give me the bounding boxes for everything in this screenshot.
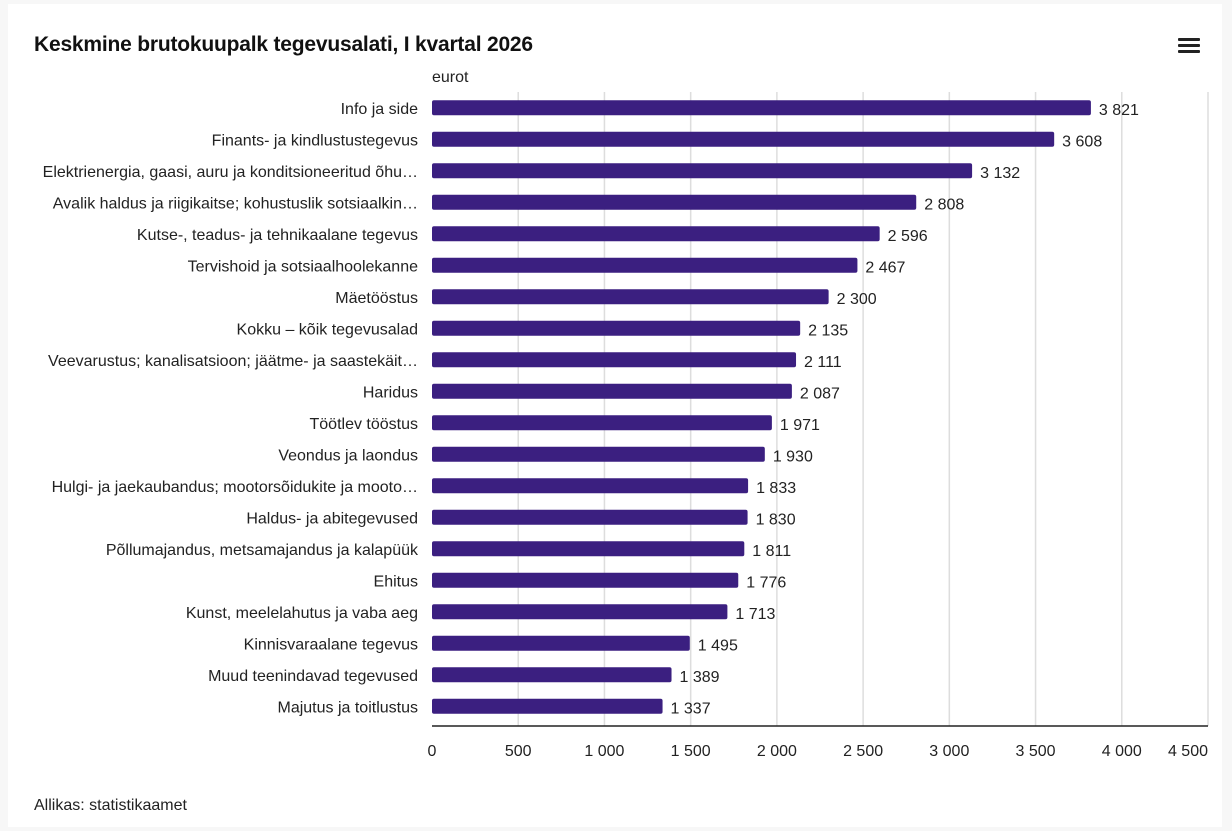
data-label: 1 930	[773, 448, 813, 465]
category-label: Kunst, meelelahutus ja vaba aeg	[186, 605, 418, 622]
category-label: Elektrienergia, gaasi, auru ja konditsio…	[43, 164, 418, 181]
bar	[432, 163, 973, 179]
axis-unit-label: eurot	[432, 69, 469, 86]
chart-title: Keskmine brutokuupalk tegevusalati, I kv…	[34, 33, 533, 56]
x-tick-label: 4 500	[1168, 743, 1208, 760]
category-label: Töötlev tööstus	[310, 416, 419, 433]
bar	[432, 226, 880, 242]
data-label: 1 337	[671, 700, 711, 717]
data-label: 1 713	[735, 606, 775, 623]
bar	[432, 635, 690, 651]
data-label: 1 776	[746, 574, 786, 591]
data-label: 2 300	[837, 291, 877, 308]
bar	[432, 604, 728, 620]
category-label: Haridus	[363, 384, 418, 401]
data-label: 2 808	[924, 196, 964, 213]
bar	[432, 698, 663, 714]
category-label: Kutse-, teadus- ja tehnikaalane tegevus	[137, 227, 418, 244]
bar	[432, 289, 829, 305]
bar	[432, 131, 1055, 147]
bar	[432, 320, 801, 336]
data-label: 2 135	[808, 322, 848, 339]
category-label: Tervishoid ja sotsiaalhoolekanne	[188, 258, 418, 275]
x-tick-label: 4 000	[1102, 743, 1142, 760]
x-tick-label: 1 500	[671, 743, 711, 760]
bar	[432, 257, 858, 273]
category-label: Haldus- ja abitegevused	[246, 510, 418, 527]
data-label: 2 087	[800, 385, 840, 402]
category-label: Mäetööstus	[335, 290, 418, 307]
category-label: Finants- ja kindlustustegevus	[212, 132, 418, 149]
category-label: Põllumajandus, metsamajandus ja kalapüük	[106, 542, 419, 559]
bar	[432, 541, 745, 557]
bar	[432, 383, 792, 399]
x-tick-label: 0	[428, 743, 437, 760]
category-label: Hulgi- ja jaekaubandus; mootorsõidukite …	[52, 479, 418, 496]
bar	[432, 478, 749, 494]
bar	[432, 415, 772, 431]
data-label: 2 467	[865, 259, 905, 276]
category-label: Kinnisvaraalane tegevus	[244, 636, 418, 653]
category-label: Muud teenindavad tegevused	[208, 668, 418, 685]
x-tick-label: 3 000	[929, 743, 969, 760]
x-tick-label: 1 000	[584, 743, 624, 760]
category-label: Veevarustus; kanalisatsioon; jäätme- ja …	[48, 353, 418, 370]
data-label: 1 389	[680, 669, 720, 686]
data-label: 3 821	[1099, 102, 1139, 119]
data-label: 1 495	[698, 637, 738, 654]
bar	[432, 667, 672, 683]
x-tick-label: 500	[505, 743, 532, 760]
data-label: 1 833	[756, 480, 796, 497]
bar	[432, 194, 917, 210]
data-label: 2 596	[888, 228, 928, 245]
data-label: 3 608	[1062, 133, 1102, 150]
bar	[432, 352, 797, 368]
category-label: Avalik haldus ja riigikaitse; kohustusli…	[53, 195, 418, 212]
category-label: Veondus ja laondus	[278, 447, 418, 464]
category-label: Kokku – kõik tegevusalad	[237, 321, 418, 338]
bar	[432, 509, 748, 525]
data-label: 1 811	[752, 543, 791, 560]
data-label: 1 830	[756, 511, 796, 528]
category-label: Majutus ja toitlustus	[277, 699, 418, 716]
data-label: 2 111	[804, 354, 842, 371]
category-label: Ehitus	[374, 573, 418, 590]
bar	[432, 100, 1091, 116]
bar	[432, 572, 739, 588]
x-tick-label: 3 500	[1016, 743, 1056, 760]
x-tick-label: 2 000	[757, 743, 797, 760]
data-label: 3 132	[980, 165, 1020, 182]
hamburger-menu-icon[interactable]	[1176, 36, 1202, 54]
source-note: Allikas: statistikaamet	[34, 797, 187, 814]
bar	[432, 446, 765, 462]
data-label: 1 971	[780, 417, 820, 434]
category-label: Info ja side	[341, 101, 418, 118]
x-tick-label: 2 500	[843, 743, 883, 760]
